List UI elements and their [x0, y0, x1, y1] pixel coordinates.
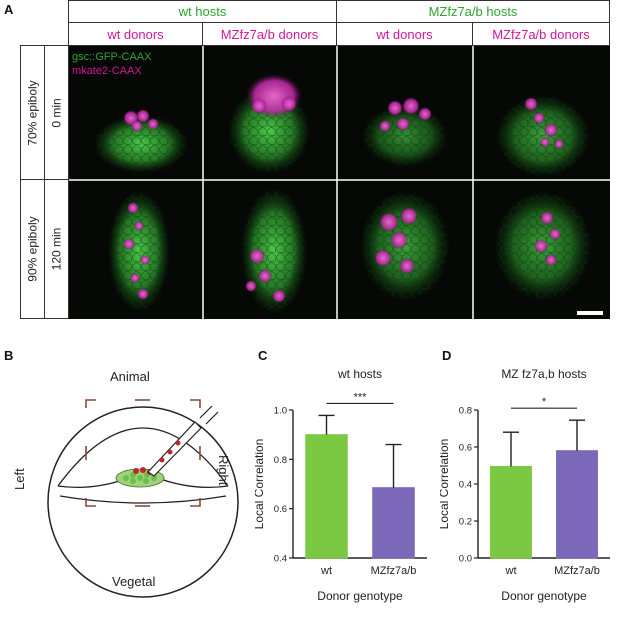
label-left: Left	[12, 468, 27, 490]
category-label: MZfz7a/b	[554, 565, 600, 577]
y-tick-label: 0.2	[459, 517, 472, 528]
row2-time-label: 120 min	[44, 179, 69, 319]
marker-label-gfp: gsc::GFP-CAAX	[72, 51, 152, 63]
donor-header-4: MZfz7a/b donors	[472, 22, 610, 46]
row2-stage-label: 90% epiboly	[20, 179, 45, 319]
bar	[556, 450, 598, 559]
chart-d: MZ fz7a,b hosts 0.0 0.2 0.4 0.6 0.8 Local Corr…	[440, 367, 610, 603]
panel-b-letter: B	[4, 348, 14, 363]
scale-bar	[577, 311, 603, 315]
donor-header-3: wt donors	[336, 22, 473, 46]
panel-c-letter: C	[258, 348, 268, 363]
label-animal: Animal	[110, 369, 150, 384]
bar	[305, 434, 348, 559]
bar	[372, 487, 415, 559]
tile-r1c4	[495, 94, 591, 178]
y-axis-label: Local Correlation	[440, 439, 451, 530]
label-right: Right	[216, 455, 231, 486]
significance-marker: *	[542, 396, 547, 408]
tile-r2c1	[107, 189, 171, 313]
x-axis-label: Donor genotype	[501, 589, 587, 603]
injection-needle	[147, 405, 219, 477]
y-tick-label: 0.6	[459, 443, 472, 454]
row1-stage-label: 70% epiboly	[20, 45, 45, 180]
mzfz7ab-hosts-header: MZfz7a/b hosts	[336, 0, 610, 23]
y-tick-label: 0.0	[459, 554, 472, 565]
significance-marker: ***	[354, 391, 368, 403]
tile-r1c3	[361, 97, 449, 168]
donor-header-1: wt donors	[68, 22, 203, 46]
embryo-schematic	[47, 399, 239, 598]
x-axis-label: Donor genotype	[317, 589, 403, 603]
tile-r2c3	[359, 190, 451, 302]
y-tick-label: 1.0	[274, 406, 287, 417]
donor-header-2: MZfz7a/b donors	[202, 22, 337, 46]
y-tick-label: 0.4	[274, 554, 287, 565]
tile-r1c1	[93, 109, 189, 174]
y-tick-label: 0.6	[274, 504, 287, 515]
row1-time-label: 0 min	[44, 45, 69, 180]
category-label: wt	[320, 565, 332, 577]
chart-c: wt hosts 0.4 0.6 0.8 1.0 Local Correlation wt M…	[255, 367, 427, 603]
tile-r2c4	[493, 190, 593, 302]
y-axis-label: Local Correlation	[255, 439, 266, 530]
panel-a-letter: A	[4, 2, 14, 17]
chart-title: MZ fz7a,b hosts	[501, 367, 586, 381]
y-tick-label: 0.8	[274, 455, 287, 466]
tile-r2c2	[240, 187, 308, 315]
marker-label-mkate: mkate2-CAAX	[72, 65, 142, 77]
bar	[490, 465, 532, 559]
micrograph-grid	[69, 46, 610, 319]
panel-d-letter: D	[442, 348, 452, 363]
y-tick-label: 0.4	[459, 480, 472, 491]
category-label: wt	[505, 565, 517, 577]
wt-hosts-header: wt hosts	[68, 0, 337, 23]
category-label: MZfz7a/b	[371, 565, 417, 577]
tile-r1c2	[227, 74, 311, 175]
y-tick-label: 0.8	[459, 406, 472, 417]
chart-title: wt hosts	[337, 367, 382, 381]
label-vegetal: Vegetal	[112, 574, 156, 589]
